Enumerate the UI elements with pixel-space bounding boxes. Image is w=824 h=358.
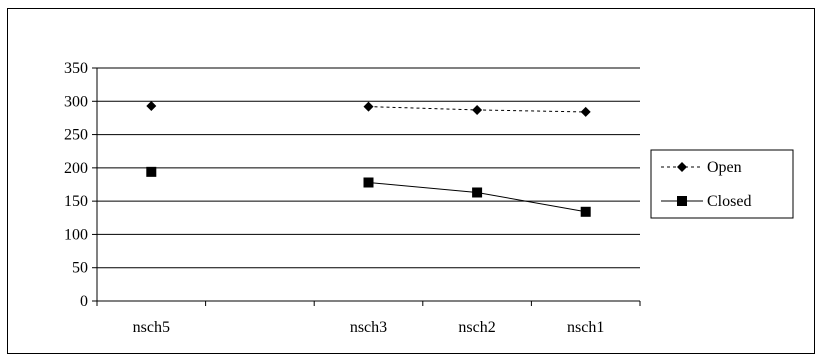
x-tick-labels: nsch5 nsch3 nsch2 nsch1 <box>133 319 605 336</box>
legend: Open Closed <box>650 149 794 219</box>
legend-box <box>650 149 794 219</box>
y-tick-labels: 0 50 100 150 200 250 300 350 <box>64 60 88 310</box>
x-tick-label: nsch3 <box>350 319 387 336</box>
y-tick-label: 350 <box>64 60 88 77</box>
point-marker-square <box>677 196 687 206</box>
point-marker-diamond <box>677 162 687 172</box>
point-marker-square <box>580 206 591 217</box>
series-line-segment <box>477 191 586 213</box>
legend-label-closed: Closed <box>707 193 751 210</box>
point-marker-square <box>363 177 374 188</box>
y-tick-label: 250 <box>64 127 88 144</box>
x-tick-label: nsch5 <box>133 319 170 336</box>
series-line-segment <box>477 109 586 113</box>
point-marker-diamond <box>363 101 374 112</box>
y-tick-label: 300 <box>64 93 88 110</box>
axes <box>92 67 641 306</box>
series-open <box>146 100 591 117</box>
y-tick-label: 100 <box>64 226 88 243</box>
point-marker-square <box>472 187 483 198</box>
series-line-segment <box>368 106 478 111</box>
y-tick-label: 0 <box>80 293 88 310</box>
point-marker-square <box>146 166 157 177</box>
y-tick-label: 50 <box>72 260 88 277</box>
x-tick-label: nsch1 <box>567 319 604 336</box>
series <box>146 100 591 217</box>
point-marker-diamond <box>472 104 483 115</box>
legend-label-open: Open <box>707 159 742 176</box>
series-closed <box>146 166 591 217</box>
gridlines <box>97 67 640 269</box>
point-marker-diamond <box>580 106 591 117</box>
x-tick-label: nsch2 <box>458 319 495 336</box>
y-tick-label: 150 <box>64 193 88 210</box>
point-marker-diamond <box>146 100 157 111</box>
series-line-segment <box>368 182 478 193</box>
y-tick-label: 200 <box>64 160 88 177</box>
